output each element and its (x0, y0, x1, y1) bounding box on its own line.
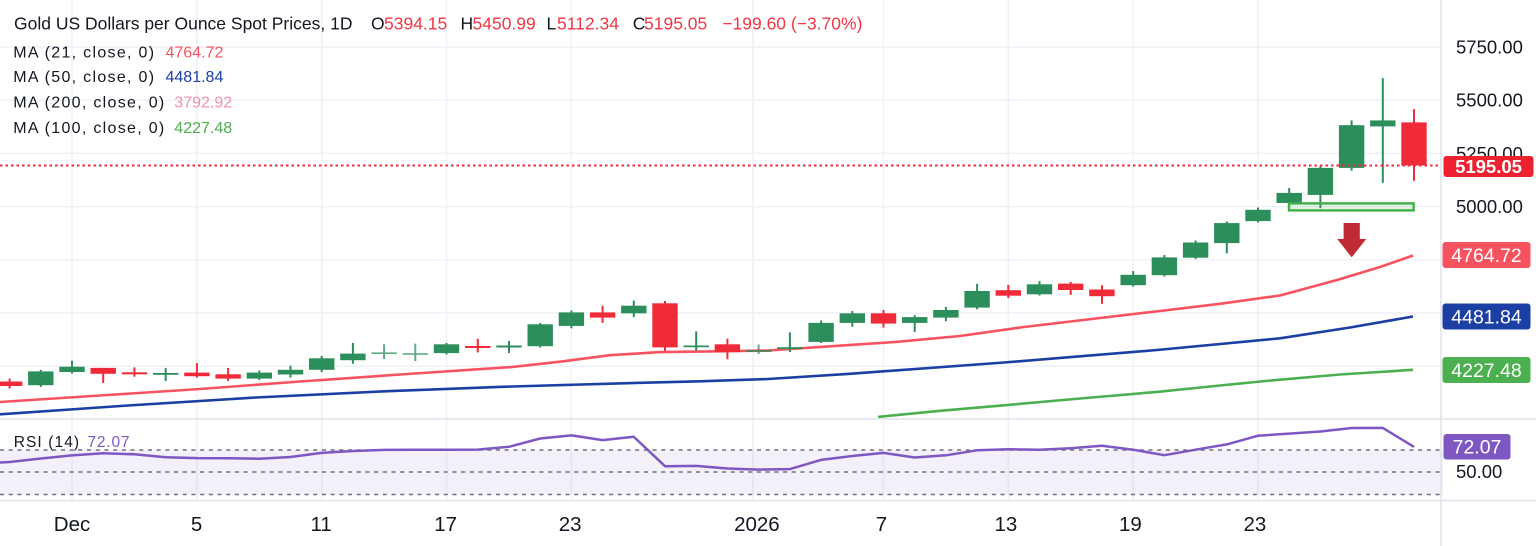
svg-text:MA (100, close, 0): MA (100, close, 0) (13, 120, 165, 137)
svg-text:H: H (461, 14, 474, 34)
svg-text:4227.48: 4227.48 (1451, 360, 1522, 382)
svg-text:MA (21, close, 0): MA (21, close, 0) (13, 45, 155, 62)
svg-text:17: 17 (434, 513, 457, 536)
svg-text:3792.92: 3792.92 (174, 95, 232, 112)
svg-text:MA (200, close, 0): MA (200, close, 0) (13, 95, 165, 112)
svg-text:5195.05: 5195.05 (1455, 156, 1522, 177)
svg-text:19: 19 (1119, 513, 1142, 536)
svg-text:5: 5 (191, 513, 202, 536)
svg-text:5750.00: 5750.00 (1456, 37, 1523, 58)
svg-text:5112.34: 5112.34 (557, 14, 619, 34)
svg-text:11: 11 (310, 513, 331, 536)
svg-text:5450.99: 5450.99 (473, 14, 536, 34)
svg-text:13: 13 (994, 513, 1017, 536)
svg-text:RSI (14): RSI (14) (14, 434, 81, 451)
svg-text:4481.84: 4481.84 (1451, 306, 1522, 328)
svg-text:4764.72: 4764.72 (166, 45, 224, 62)
svg-text:L: L (547, 14, 557, 34)
svg-text:−199.60 (−3.70%): −199.60 (−3.70%) (722, 14, 862, 34)
svg-text:23: 23 (1243, 513, 1266, 536)
svg-text:4227.48: 4227.48 (174, 120, 232, 137)
svg-text:C: C (633, 14, 646, 34)
svg-text:Dec: Dec (54, 513, 90, 536)
svg-text:MA (50, close, 0): MA (50, close, 0) (13, 69, 155, 86)
svg-text:50.00: 50.00 (1456, 461, 1502, 482)
svg-text:5195.05: 5195.05 (644, 14, 707, 34)
svg-text:72.07: 72.07 (88, 434, 131, 451)
svg-text:5394.15: 5394.15 (384, 14, 447, 34)
svg-text:Gold US Dollars per Ounce Spot: Gold US Dollars per Ounce Spot Prices, 1… (14, 14, 352, 34)
svg-text:4481.84: 4481.84 (166, 69, 224, 86)
svg-text:5000.00: 5000.00 (1456, 196, 1523, 217)
svg-text:23: 23 (559, 513, 582, 536)
svg-text:7: 7 (876, 513, 887, 536)
svg-text:5500.00: 5500.00 (1456, 90, 1523, 111)
svg-text:72.07: 72.07 (1453, 437, 1502, 459)
svg-text:2026: 2026 (734, 513, 780, 536)
svg-text:O: O (371, 14, 385, 34)
svg-text:4764.72: 4764.72 (1451, 245, 1522, 267)
